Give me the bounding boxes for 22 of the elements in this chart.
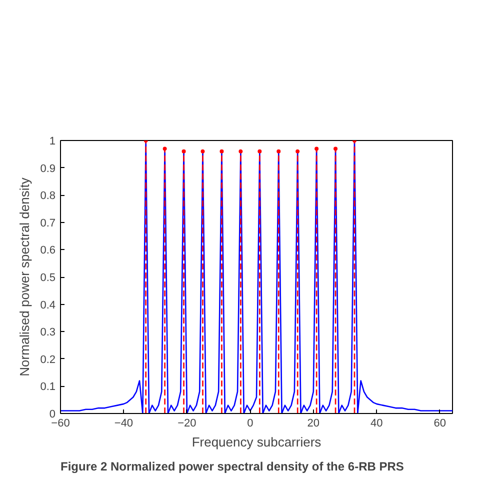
x-tick-label: 20 [307, 418, 320, 430]
x-tick-label: 0 [247, 418, 254, 430]
line-series [60, 140, 452, 414]
y-tick-label: 0.8 [40, 190, 56, 202]
x-axis-title: Frequency subcarriers [192, 434, 322, 450]
y-tick-label: 0.2 [40, 354, 56, 366]
y-tick-label: 0.5 [40, 272, 56, 284]
y-tick-label: 0.6 [40, 244, 56, 257]
caption: Figure 2 Normalized power spectral density of the 6-RB PRS [60, 460, 404, 474]
x-tick-label: −40 [114, 418, 134, 430]
y-tick-label: 0.1 [40, 381, 56, 394]
y-tick-label: 0.3 [40, 326, 56, 339]
x-tick-label: −20 [178, 418, 196, 430]
y-axis-title: Normalised power spectral density [17, 177, 32, 376]
y-tick-label: 0.4 [40, 299, 56, 312]
x-tick-label: 60 [434, 418, 446, 430]
x-tick-label: 40 [370, 418, 383, 430]
x-tick-label: −60 [51, 418, 70, 430]
y-tick-label: 0.7 [40, 217, 56, 230]
y-tick-label: 0 [49, 408, 56, 420]
y-tick-label: 0.9 [40, 162, 56, 175]
y-tick-label: 1 [49, 136, 56, 148]
